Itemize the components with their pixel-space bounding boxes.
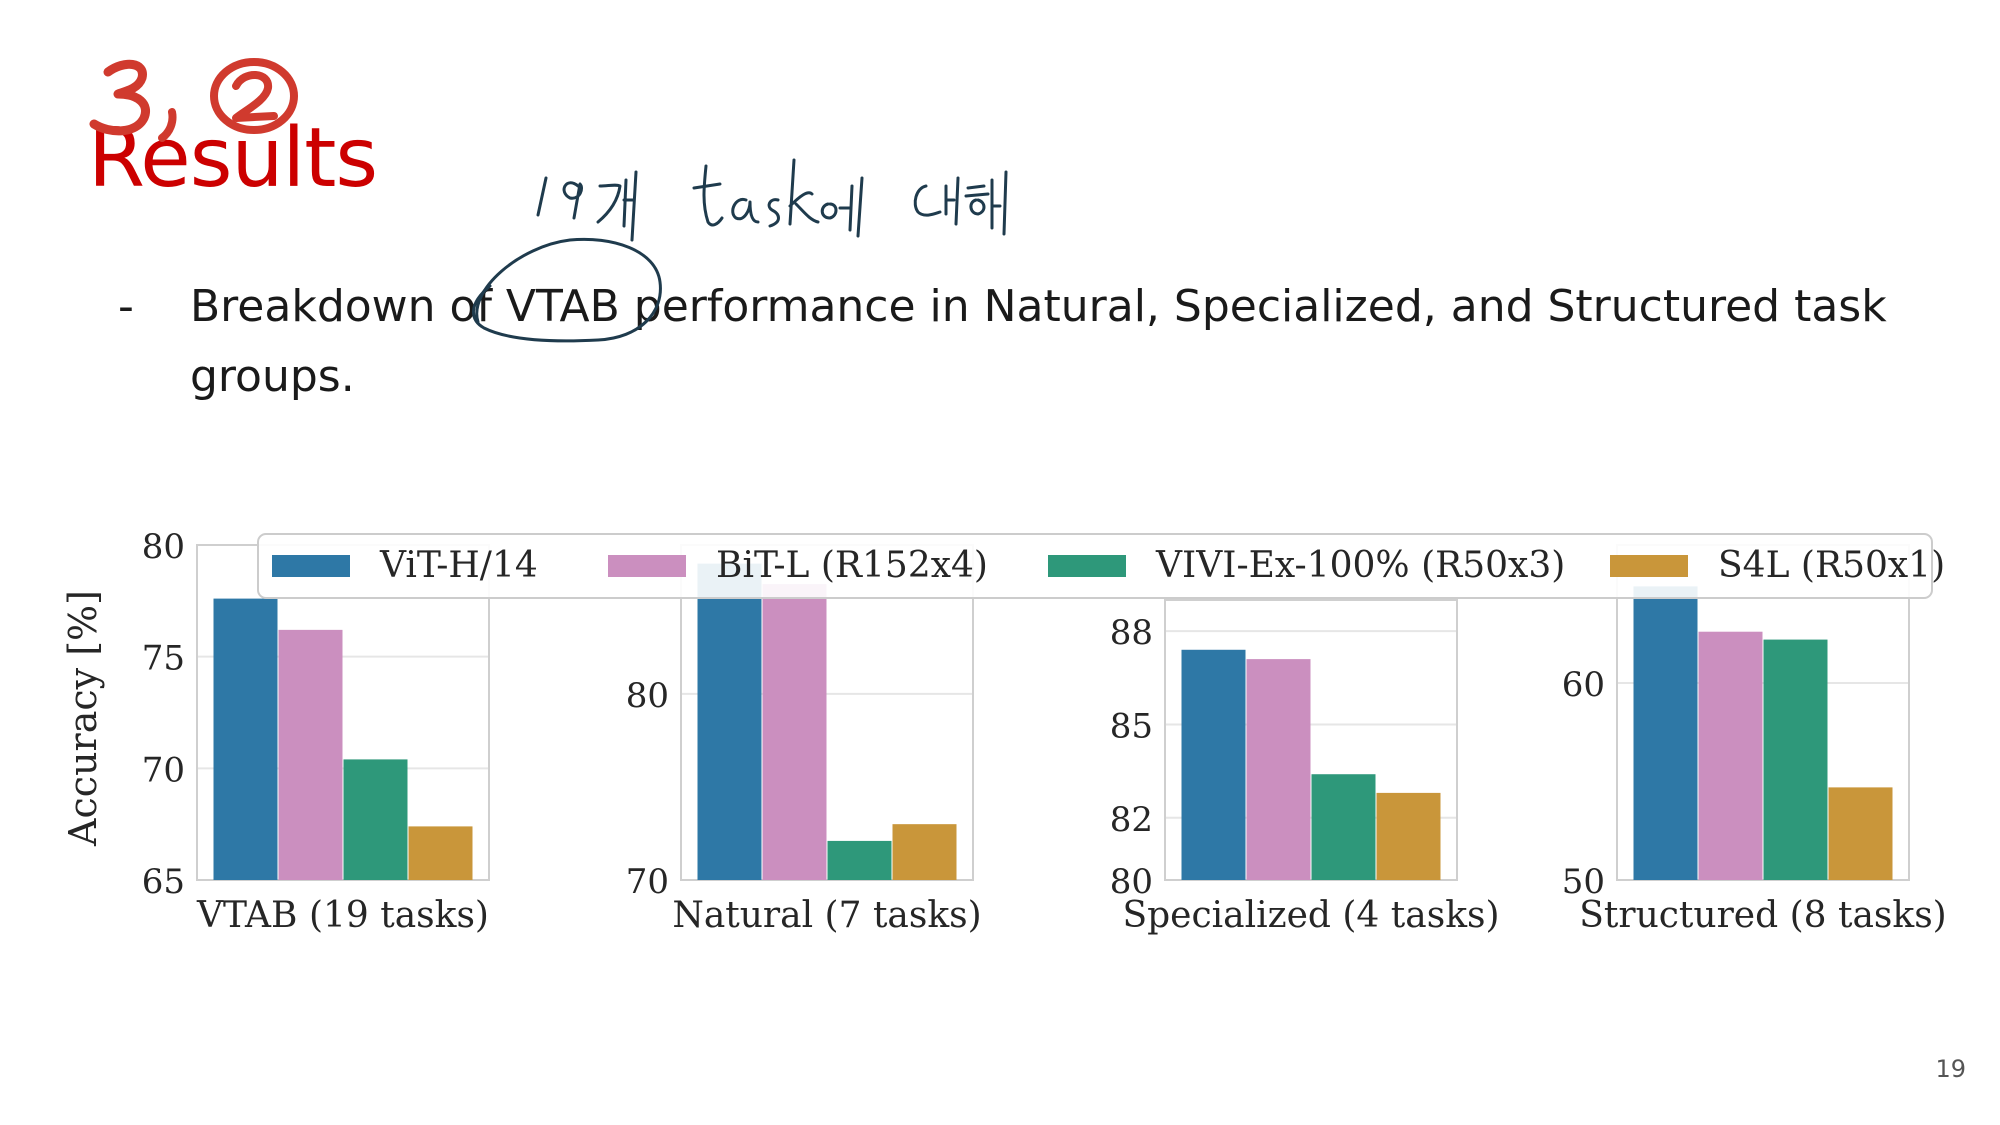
legend-swatch [1048, 555, 1126, 577]
bar-s4l-r50x1 [892, 824, 957, 880]
page-number: 19 [1935, 1055, 1966, 1083]
y-tick-label: 80 [142, 527, 185, 567]
legend-swatch [1610, 555, 1688, 577]
legend-swatch [608, 555, 686, 577]
bullet-dash: - [118, 281, 134, 332]
y-tick-label: 65 [142, 862, 185, 902]
y-tick-label: 70 [142, 750, 185, 790]
bar-vit-h-14 [697, 563, 762, 880]
y-tick-label: 75 [142, 639, 185, 679]
bar-vit-h-14 [1181, 649, 1246, 880]
bar-vivi-ex-100-r50x3 [343, 759, 408, 880]
bar-vit-h-14 [213, 598, 278, 880]
bar-vivi-ex-100-r50x3 [1763, 639, 1828, 880]
y-tick-label: 88 [1110, 613, 1153, 653]
handwritten-note [536, 158, 1008, 242]
bar-bit-l-r152x4 [1698, 631, 1763, 880]
panel-natural: 70 80 Natural (7 tasks) [626, 544, 982, 936]
y-tick-label: 85 [1110, 706, 1153, 746]
title-scribble [89, 58, 298, 142]
y-tick-label: 80 [626, 676, 669, 716]
x-category-label: Natural (7 tasks) [672, 895, 981, 936]
vtab-circle-annotation [472, 237, 662, 343]
panel-frame [1164, 599, 1458, 881]
x-category-label: Specialized (4 tasks) [1122, 895, 1499, 936]
legend-label: VIVI-Ex-100% (R50x3) [1155, 545, 1565, 586]
bar-s4l-r50x1 [408, 826, 473, 880]
y-tick-label: 60 [1562, 665, 1605, 705]
bar-s4l-r50x1 [1376, 792, 1441, 880]
bar-bit-l-r152x4 [762, 584, 827, 880]
x-category-label: Structured (8 tasks) [1579, 895, 1946, 936]
legend-label: S4L (R50x1) [1718, 545, 1945, 586]
bar-vivi-ex-100-r50x3 [1311, 774, 1376, 880]
legend-label: BiT-L (R152x4) [716, 545, 988, 586]
legend-swatch [272, 555, 350, 577]
chart-panels: 65 70 75 80 VTAB (19 tasks) 70 80 Natural (7 ta… [142, 527, 1947, 936]
bar-bit-l-r152x4 [1246, 659, 1311, 880]
panel-specialized: 80 82 85 88 Specialized (4 tasks) [1110, 599, 1500, 936]
bar-s4l-r50x1 [1828, 787, 1893, 880]
y-tick-label: 82 [1110, 800, 1153, 840]
legend-label: ViT-H/14 [379, 545, 538, 586]
y-tick-label: 70 [626, 862, 669, 902]
x-category-label: VTAB (19 tasks) [196, 895, 489, 936]
y-tick-label: 80 [1110, 862, 1153, 902]
chart-legend: ViT-H/14 BiT-L (R152x4) VIVI-Ex-100% (R50x… [257, 533, 1945, 599]
bar-vit-h-14 [1633, 586, 1698, 880]
y-axis-label: Accuracy [%] [61, 590, 105, 847]
panel-structured: 50 60 Structured (8 tasks) [1562, 544, 1947, 936]
y-tick-label: 50 [1562, 862, 1605, 902]
bar-bit-l-r152x4 [278, 629, 343, 880]
bar-vivi-ex-100-r50x3 [827, 840, 892, 880]
